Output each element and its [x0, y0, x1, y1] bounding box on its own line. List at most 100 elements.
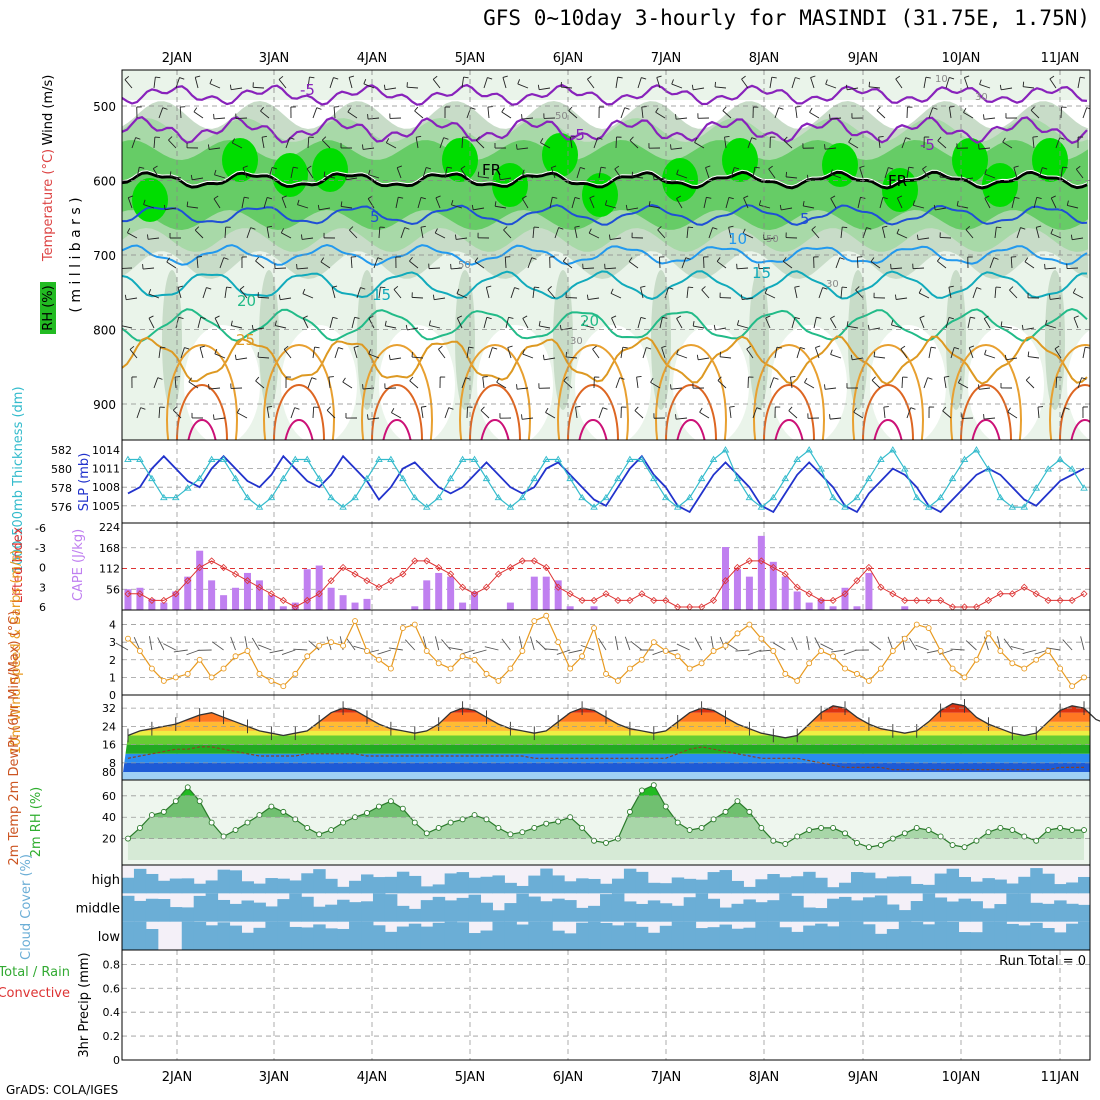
upper-wind-barb-flag	[344, 174, 347, 180]
isotherm-warm-loop	[166, 344, 238, 440]
wind-barb	[388, 647, 403, 651]
upper-rh-label: RH (%)	[41, 285, 56, 330]
upper-wind-barb-flag	[662, 316, 668, 319]
upper-wind-barb	[368, 417, 380, 420]
wind-speed-point	[316, 642, 323, 649]
cloud-cell	[910, 922, 924, 950]
cloud-cell	[241, 881, 254, 894]
wind-speed-point	[232, 653, 239, 660]
cape-bar	[805, 602, 813, 610]
isotherm-warm-loop	[557, 344, 629, 440]
lifted-index-point	[865, 563, 873, 572]
cape-bar	[303, 569, 311, 610]
contour-label: 20	[580, 312, 599, 330]
upper-wind-barb	[202, 287, 207, 299]
lifted-index-point	[530, 557, 538, 565]
cloud-cell	[313, 924, 326, 950]
wind-speed-point	[567, 665, 574, 672]
cloud-cell	[898, 910, 912, 922]
cape-bar	[315, 565, 323, 610]
upper-wind-barb	[847, 87, 859, 91]
rh-saturated-blob	[272, 153, 308, 197]
thickness-point	[303, 455, 312, 462]
rh-point	[411, 819, 418, 826]
wind-speed-point	[626, 665, 633, 672]
upper-wind-barb	[268, 167, 273, 179]
upper-wind-barb-flag	[1032, 136, 1038, 138]
wind-speed-point	[328, 639, 335, 646]
upper-wind-barb	[794, 287, 798, 299]
upper-wind-barb	[825, 387, 837, 390]
upper-wind-barb	[615, 77, 619, 89]
cloud-cell	[910, 883, 924, 894]
upper-wind-barb-flag	[675, 414, 677, 420]
upper-wind-barb	[409, 260, 419, 269]
upper-wind-barb-flag	[302, 288, 306, 294]
top-date-label: 2JAN	[162, 51, 193, 66]
cloud-cell	[588, 878, 601, 894]
upper-wind-barb	[1050, 233, 1062, 239]
upper-wind-barb-flag	[845, 84, 848, 90]
upper-wind-barb	[811, 229, 820, 239]
contour-label: 30	[975, 92, 988, 103]
upper-wind-barb	[855, 289, 864, 299]
upper-wind-barb-flag	[957, 378, 962, 383]
upper-wind-barb	[378, 226, 381, 239]
upper-wind-barb	[681, 257, 687, 269]
upper-wind-barb-flag	[194, 226, 200, 231]
upper-wind-barb-flag	[729, 406, 735, 408]
cloud-cell	[671, 921, 685, 950]
rh-point	[949, 842, 956, 848]
lifted-index-point	[1080, 590, 1088, 598]
thickness-point	[351, 493, 359, 501]
upper-wind-barb	[283, 349, 292, 359]
upper-wind-barb-flag	[691, 84, 694, 90]
cloud-cell	[982, 908, 995, 922]
upper-wind-barb-flag	[908, 166, 914, 169]
upper-wind-barb	[474, 261, 485, 269]
wind-speed-point	[256, 670, 263, 677]
thickness-point	[207, 455, 216, 462]
lifted-tick-label: 3	[39, 581, 46, 594]
wind-speed-point	[184, 670, 191, 677]
upper-wind-barb	[830, 198, 837, 209]
temp-line	[127, 702, 1100, 739]
upper-wind-barb	[1006, 357, 1018, 361]
upper-wind-barb	[342, 381, 353, 389]
cloud-cell	[659, 903, 673, 922]
rh-point	[304, 824, 311, 831]
upper-wind-barb-flag	[1042, 167, 1048, 170]
isotherm-warmer-loop	[862, 384, 914, 440]
upper-wind-barb-flag	[675, 114, 677, 120]
cloud-cell	[839, 882, 852, 894]
upper-wind-barb-flag	[545, 407, 549, 413]
wind-speed-point	[244, 648, 251, 654]
thickness-point	[661, 493, 670, 501]
upper-wind-barb	[148, 318, 155, 329]
upper-wind-barb-flag	[688, 286, 694, 289]
cloud-cell	[384, 894, 398, 922]
isotherm-minus5-b	[122, 115, 1088, 145]
upper-wind-barb-flag	[503, 226, 508, 231]
cloud-cell	[480, 930, 493, 950]
wind-speed-point	[734, 630, 741, 637]
upper-wind-barb-flag	[362, 384, 364, 390]
top-date-label: 8JAN	[749, 51, 780, 66]
rh-saturated-blob	[952, 138, 988, 182]
upper-wind-barb-flag	[713, 324, 716, 330]
cloud-cell	[874, 933, 888, 950]
thickness-point	[769, 493, 778, 501]
isotherm-warmer-loop	[176, 384, 228, 440]
upper-wind-barb-flag	[979, 79, 982, 85]
wind-barb	[484, 646, 499, 651]
upper-wind-barb	[656, 77, 661, 89]
lifted-index-point	[148, 596, 156, 604]
upper-wind-barb-flag	[562, 257, 567, 262]
lifted-index-point	[626, 596, 634, 604]
cloud-cell	[133, 900, 147, 922]
upper-wind-barb	[461, 136, 464, 149]
cloud-cell	[1054, 884, 1067, 894]
upper-wind-barb-flag	[655, 107, 659, 113]
isotherm-hot-loop	[382, 419, 412, 440]
